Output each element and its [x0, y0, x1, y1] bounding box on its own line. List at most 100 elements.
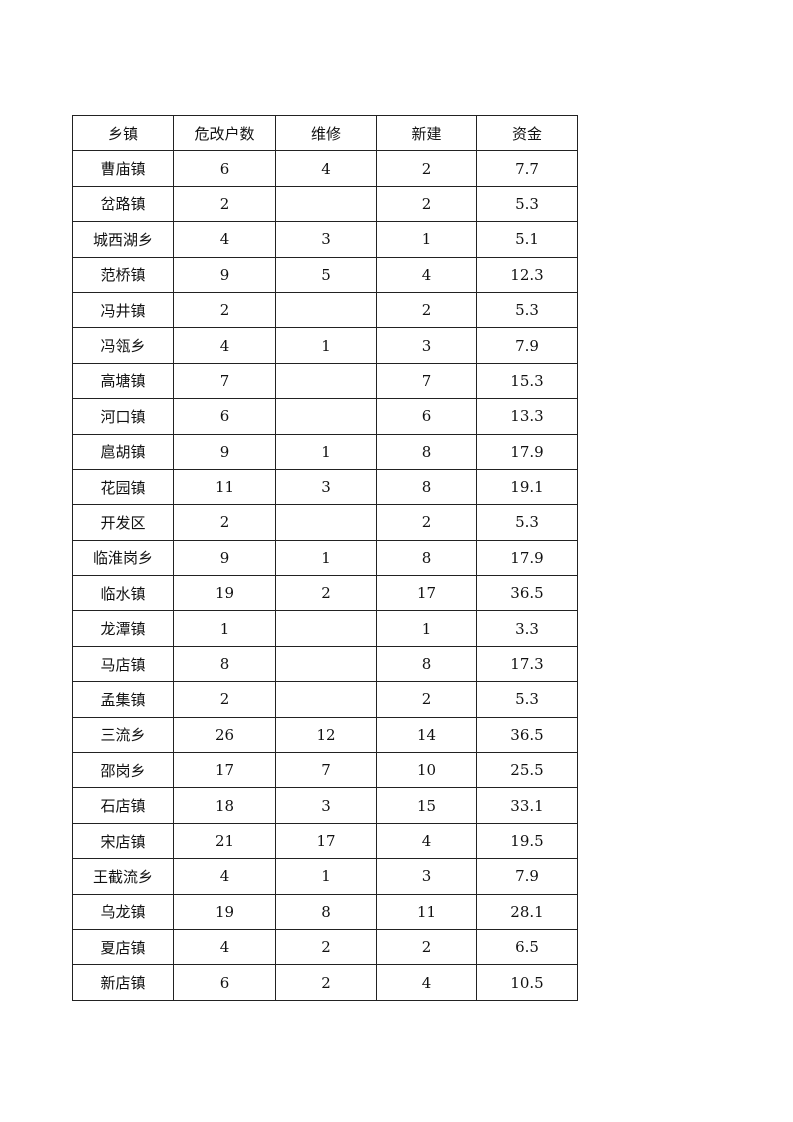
cell-township: 开发区	[72, 504, 174, 541]
cell-repair	[275, 681, 377, 718]
cell-township: 冯井镇	[72, 291, 174, 329]
cell-township: 曹庙镇	[72, 150, 174, 187]
cell-new-build: 4	[376, 256, 477, 293]
table-row: 岔路镇 2 2 5.3	[72, 185, 578, 223]
cell-households: 19	[173, 575, 276, 612]
cell-repair	[275, 610, 377, 647]
table-row: 夏店镇 4 2 2 6.5	[72, 928, 578, 966]
cell-new-build: 3	[376, 858, 477, 895]
cell-new-build: 8	[376, 539, 477, 577]
cell-repair: 5	[275, 256, 377, 293]
cell-funds: 17.9	[476, 539, 578, 577]
cell-repair: 8	[275, 893, 377, 930]
cell-repair: 4	[275, 150, 377, 187]
cell-township: 河口镇	[72, 398, 174, 435]
cell-funds: 6.5	[476, 928, 578, 966]
table-row: 乌龙镇 19 8 11 28.1	[72, 893, 578, 930]
cell-households: 2	[173, 291, 276, 329]
cell-township: 高塘镇	[72, 362, 174, 400]
cell-new-build: 2	[376, 150, 477, 187]
cell-households: 6	[173, 150, 276, 187]
table-row: 冯瓴乡 4 1 3 7.9	[72, 327, 578, 364]
cell-new-build: 2	[376, 681, 477, 718]
cell-repair: 2	[275, 928, 377, 966]
cell-new-build: 1	[376, 610, 477, 647]
cell-repair: 17	[275, 822, 377, 860]
table-row: 新店镇 6 2 4 10.5	[72, 964, 578, 1001]
cell-township: 临水镇	[72, 575, 174, 612]
cell-repair: 7	[275, 752, 377, 789]
cell-new-build: 8	[376, 468, 477, 506]
cell-households: 4	[173, 327, 276, 364]
cell-repair: 2	[275, 964, 377, 1001]
cell-repair	[275, 504, 377, 541]
cell-households: 6	[173, 398, 276, 435]
cell-new-build: 2	[376, 185, 477, 223]
cell-new-build: 17	[376, 575, 477, 612]
header-repair: 维修	[275, 114, 377, 152]
cell-township: 扈胡镇	[72, 433, 174, 470]
cell-households: 19	[173, 893, 276, 930]
cell-new-build: 8	[376, 433, 477, 470]
table-row: 花园镇 11 3 8 19.1	[72, 468, 578, 506]
cell-new-build: 10	[376, 752, 477, 789]
header-township: 乡镇	[72, 114, 174, 152]
cell-township: 龙潭镇	[72, 610, 174, 647]
cell-new-build: 2	[376, 291, 477, 329]
cell-funds: 36.5	[476, 716, 578, 754]
cell-new-build: 4	[376, 964, 477, 1001]
cell-township: 夏店镇	[72, 928, 174, 966]
table-row: 临水镇 19 2 17 36.5	[72, 575, 578, 612]
cell-funds: 7.9	[476, 327, 578, 364]
cell-township: 孟集镇	[72, 681, 174, 718]
cell-repair: 1	[275, 539, 377, 577]
table-row: 马店镇 8 8 17.3	[72, 645, 578, 683]
cell-households: 26	[173, 716, 276, 754]
cell-funds: 3.3	[476, 610, 578, 647]
cell-households: 4	[173, 858, 276, 895]
table-row: 宋店镇 21 17 4 19.5	[72, 822, 578, 860]
cell-funds: 25.5	[476, 752, 578, 789]
cell-households: 4	[173, 221, 276, 258]
cell-township: 王截流乡	[72, 858, 174, 895]
cell-new-build: 3	[376, 327, 477, 364]
cell-township: 临淮岗乡	[72, 539, 174, 577]
cell-households: 9	[173, 433, 276, 470]
cell-households: 2	[173, 681, 276, 718]
cell-funds: 28.1	[476, 893, 578, 930]
cell-households: 9	[173, 539, 276, 577]
cell-funds: 12.3	[476, 256, 578, 293]
cell-funds: 19.5	[476, 822, 578, 860]
cell-funds: 5.1	[476, 221, 578, 258]
cell-funds: 10.5	[476, 964, 578, 1001]
cell-households: 21	[173, 822, 276, 860]
cell-households: 9	[173, 256, 276, 293]
cell-new-build: 15	[376, 787, 477, 824]
cell-new-build: 11	[376, 893, 477, 930]
cell-repair: 12	[275, 716, 377, 754]
cell-township: 岔路镇	[72, 185, 174, 223]
table-row: 范桥镇 9 5 4 12.3	[72, 256, 578, 293]
cell-repair: 3	[275, 468, 377, 506]
table-row: 开发区 2 2 5.3	[72, 504, 578, 541]
cell-funds: 15.3	[476, 362, 578, 400]
cell-new-build: 2	[376, 928, 477, 966]
cell-township: 冯瓴乡	[72, 327, 174, 364]
table-row: 高塘镇 7 7 15.3	[72, 362, 578, 400]
table-row: 临淮岗乡 9 1 8 17.9	[72, 539, 578, 577]
table-row: 王截流乡 4 1 3 7.9	[72, 858, 578, 895]
table-header-row: 乡镇 危改户数 维修 新建 资金	[72, 114, 578, 152]
cell-funds: 13.3	[476, 398, 578, 435]
cell-funds: 5.3	[476, 681, 578, 718]
cell-households: 17	[173, 752, 276, 789]
cell-households: 7	[173, 362, 276, 400]
cell-township: 邵岗乡	[72, 752, 174, 789]
cell-funds: 5.3	[476, 185, 578, 223]
cell-repair: 1	[275, 858, 377, 895]
header-households: 危改户数	[173, 114, 276, 152]
cell-new-build: 1	[376, 221, 477, 258]
cell-township: 三流乡	[72, 716, 174, 754]
cell-township: 花园镇	[72, 468, 174, 506]
cell-repair: 3	[275, 787, 377, 824]
table-row: 城西湖乡 4 3 1 5.1	[72, 221, 578, 258]
